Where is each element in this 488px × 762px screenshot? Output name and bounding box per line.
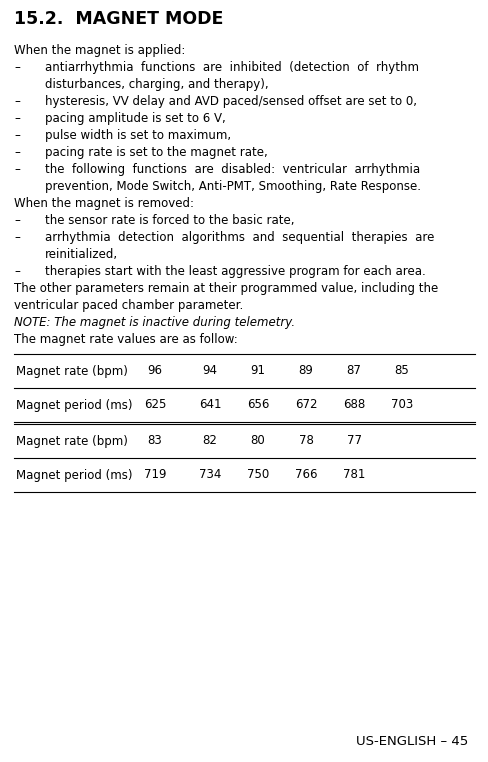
Text: The other parameters remain at their programmed value, including the: The other parameters remain at their pro… [14, 282, 437, 295]
Text: 83: 83 [147, 434, 162, 447]
Text: 734: 734 [199, 469, 221, 482]
Text: When the magnet is removed:: When the magnet is removed: [14, 197, 194, 210]
Text: 80: 80 [250, 434, 265, 447]
Text: 77: 77 [346, 434, 361, 447]
Text: ventricular paced chamber parameter.: ventricular paced chamber parameter. [14, 299, 243, 312]
Text: –: – [14, 163, 20, 176]
Text: the sensor rate is forced to the basic rate,: the sensor rate is forced to the basic r… [45, 214, 294, 227]
Text: –: – [14, 231, 20, 244]
Text: the  following  functions  are  disabled:  ventricular  arrhythmia: the following functions are disabled: ve… [45, 163, 419, 176]
Text: 15.2.  MAGNET MODE: 15.2. MAGNET MODE [14, 10, 223, 28]
Text: –: – [14, 61, 20, 74]
Text: 85: 85 [394, 364, 408, 377]
Text: prevention, Mode Switch, Anti-PMT, Smoothing, Rate Response.: prevention, Mode Switch, Anti-PMT, Smoot… [45, 180, 420, 193]
Text: 94: 94 [202, 364, 217, 377]
Text: disturbances, charging, and therapy),: disturbances, charging, and therapy), [45, 78, 268, 91]
Text: 766: 766 [294, 469, 317, 482]
Text: The magnet rate values are as follow:: The magnet rate values are as follow: [14, 333, 237, 346]
Text: pulse width is set to maximum,: pulse width is set to maximum, [45, 129, 231, 142]
Text: 91: 91 [250, 364, 265, 377]
Text: arrhythmia  detection  algorithms  and  sequential  therapies  are: arrhythmia detection algorithms and sequ… [45, 231, 433, 244]
Text: 672: 672 [294, 399, 317, 411]
Text: 656: 656 [246, 399, 268, 411]
Text: –: – [14, 95, 20, 108]
Text: 719: 719 [143, 469, 166, 482]
Text: When the magnet is applied:: When the magnet is applied: [14, 44, 185, 57]
Text: 625: 625 [143, 399, 166, 411]
Text: Magnet rate (bpm): Magnet rate (bpm) [16, 434, 128, 447]
Text: pacing amplitude is set to 6 V,: pacing amplitude is set to 6 V, [45, 112, 225, 125]
Text: 688: 688 [342, 399, 365, 411]
Text: 750: 750 [246, 469, 268, 482]
Text: antiarrhythmia  functions  are  inhibited  (detection  of  rhythm: antiarrhythmia functions are inhibited (… [45, 61, 418, 74]
Text: 82: 82 [202, 434, 217, 447]
Text: pacing rate is set to the magnet rate,: pacing rate is set to the magnet rate, [45, 146, 267, 159]
Text: reinitialized,: reinitialized, [45, 248, 118, 261]
Text: 89: 89 [298, 364, 313, 377]
Text: US-ENGLISH – 45: US-ENGLISH – 45 [355, 735, 467, 748]
Text: 96: 96 [147, 364, 162, 377]
Text: –: – [14, 112, 20, 125]
Text: –: – [14, 265, 20, 278]
Text: –: – [14, 214, 20, 227]
Text: Magnet period (ms): Magnet period (ms) [16, 469, 132, 482]
Text: –: – [14, 146, 20, 159]
Text: therapies start with the least aggressive program for each area.: therapies start with the least aggressiv… [45, 265, 425, 278]
Text: 703: 703 [390, 399, 412, 411]
Text: NOTE: The magnet is inactive during telemetry.: NOTE: The magnet is inactive during tele… [14, 316, 295, 329]
Text: Magnet rate (bpm): Magnet rate (bpm) [16, 364, 128, 377]
Text: hysteresis, VV delay and AVD paced/sensed offset are set to 0,: hysteresis, VV delay and AVD paced/sense… [45, 95, 416, 108]
Text: 781: 781 [342, 469, 365, 482]
Text: –: – [14, 129, 20, 142]
Text: 78: 78 [298, 434, 313, 447]
Text: Magnet period (ms): Magnet period (ms) [16, 399, 132, 411]
Text: 641: 641 [198, 399, 221, 411]
Text: 87: 87 [346, 364, 361, 377]
